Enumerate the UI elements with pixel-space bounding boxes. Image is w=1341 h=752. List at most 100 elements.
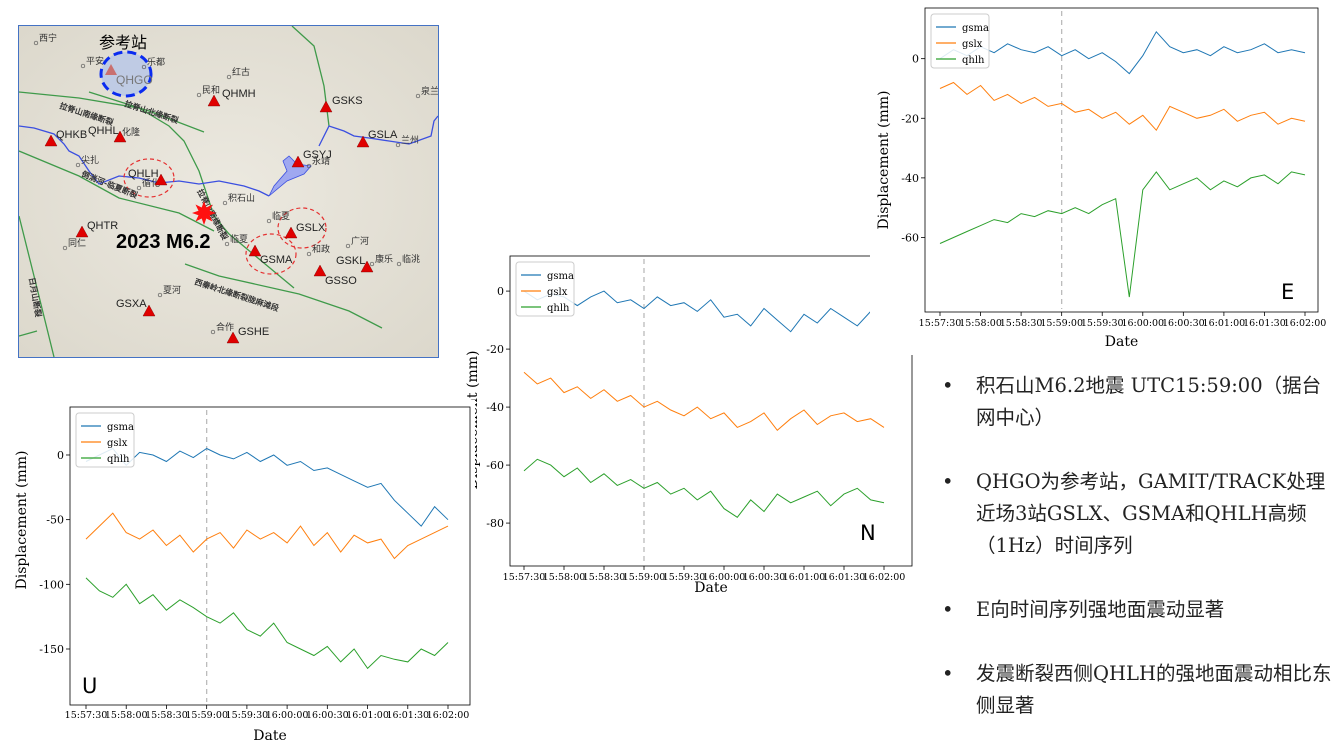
city-marker-icon (157, 292, 163, 298)
city-label: 合作 (216, 321, 234, 333)
station-label: QHGO (116, 73, 153, 87)
x-tick-label: 15:59:00 (623, 572, 666, 583)
chart-up: 0-50-100-15015:57:3015:58:0015:58:3015:5… (0, 400, 475, 750)
y-tick-label: -50 (46, 514, 64, 527)
y-tick-label: -20 (486, 343, 504, 356)
city-marker-icon (210, 329, 216, 335)
city-label: 同仁 (68, 237, 86, 249)
station-triangle-icon (113, 130, 127, 143)
station-triangle-icon (44, 134, 58, 147)
bullet-list: 积石山M6.2地震 UTC15:59:00（据台网中心） QHGO为参考站，GA… (942, 370, 1332, 752)
x-tick-label: 15:58:00 (543, 572, 586, 583)
city-marker-icon (415, 93, 421, 99)
x-tick-label: 15:58:30 (583, 572, 626, 583)
series-line-gsma (939, 30, 1306, 75)
station-label: GSMA (260, 254, 293, 266)
series-line-gslx (85, 512, 449, 560)
city-marker-icon (33, 40, 39, 46)
x-tick-label: 16:02:00 (1284, 318, 1327, 329)
x-tick-label: 15:59:30 (663, 572, 706, 583)
station-triangle-icon (248, 244, 262, 257)
legend-label: gsma (547, 271, 574, 282)
series-line-gsma (85, 447, 449, 527)
x-tick-label: 16:00:00 (703, 572, 746, 583)
x-tick-label: 15:57:30 (65, 710, 108, 721)
x-tick-label: 16:01:30 (823, 572, 866, 583)
series-line-qhlh (85, 577, 449, 670)
city-label: 民和 (202, 85, 220, 96)
station-triangle-icon (226, 331, 240, 344)
station-triangle-icon (360, 260, 374, 273)
station-triangle-icon (105, 64, 117, 75)
city-label: 和政 (312, 243, 330, 255)
terrain-background (19, 26, 438, 357)
city-label: 广河 (351, 235, 369, 247)
x-tick-label: 15:59:00 (185, 710, 228, 721)
legend-label: gslx (547, 287, 568, 298)
epicenter-star-icon (192, 201, 216, 225)
station-triangle-icon (319, 100, 333, 113)
x-tick-label: 15:57:30 (919, 318, 962, 329)
earthquake-label: 2023 M6.2 (116, 231, 211, 253)
y-tick-label: 0 (497, 285, 504, 298)
station-map: 西宁 平安 乐都 红古 泉兰 兰州 化隆 尖扎 循化 永靖 积石山 临夏 临夏 同仁 广河 和政 康乐 临洮 夏河民… (18, 25, 439, 358)
x-tick-label: 15:59:00 (1040, 318, 1083, 329)
city-label: 尖扎 (81, 154, 99, 166)
station-label: QHMH (222, 88, 256, 100)
x-tick-label: 16:00:00 (1121, 318, 1164, 329)
series-line-gslx (939, 81, 1306, 132)
legend-label: gslx (962, 39, 983, 50)
station-label: GSKL (336, 255, 365, 267)
near-field-station-highlight (245, 233, 297, 275)
x-tick-label: 15:58:00 (959, 318, 1002, 329)
x-axis-label: Date (253, 728, 286, 744)
city-label: 康乐 (375, 253, 393, 265)
x-axis-label: Date (694, 580, 727, 596)
city-marker-icon (62, 245, 68, 251)
city-marker-icon (75, 162, 81, 168)
station-triangle-icon (291, 155, 305, 168)
station-triangle-icon (284, 226, 298, 239)
reference-station-label: 参考站 (99, 33, 147, 52)
near-field-station-highlight (123, 158, 175, 198)
city-marker-icon (395, 142, 401, 148)
legend-label: gsma (107, 422, 134, 433)
city-label: 平安 (86, 55, 104, 67)
x-tick-label: 15:59:30 (1081, 318, 1124, 329)
y-tick-label: -60 (486, 459, 504, 472)
station-label: GSXA (116, 298, 147, 310)
series-line-gsma (523, 290, 885, 333)
city-label: 夏河 (163, 284, 181, 296)
city-label: 化隆 (122, 126, 140, 138)
city-label: 循化 (142, 177, 160, 189)
city-marker-icon (80, 63, 86, 69)
city-label: 乐都 (147, 56, 165, 68)
x-tick-label: 15:58:00 (105, 710, 148, 721)
city-marker-icon (224, 241, 230, 247)
bullet-item: E向时间序列强地面震动显著 (942, 594, 1332, 626)
yellow-river (19, 115, 438, 197)
y-tick-label: -40 (901, 172, 919, 185)
city-marker-icon (196, 92, 202, 98)
y-tick-label: 0 (912, 53, 919, 66)
city-label: 临洮 (402, 253, 420, 265)
city-marker-icon (306, 163, 312, 169)
plot-frame (924, 7, 1319, 313)
x-tick-label: 16:01:00 (346, 710, 389, 721)
panel-label-e: E (1281, 280, 1295, 304)
city-marker-icon (266, 218, 272, 224)
x-tick-label: 15:57:30 (503, 572, 546, 583)
station-triangle-icon (75, 225, 89, 238)
x-tick-label: 16:00:00 (266, 710, 309, 721)
station-label: QHTR (87, 220, 118, 232)
x-tick-label: 16:02:00 (427, 710, 470, 721)
x-tick-label: 15:58:30 (1000, 318, 1043, 329)
station-label: GSYJ (303, 149, 332, 161)
station-triangle-icon (313, 264, 327, 277)
panel-label-u: U (82, 674, 98, 698)
station-label: QHHL (88, 125, 119, 137)
station-triangle-icon (356, 135, 370, 148)
station-triangle-icon (142, 304, 156, 317)
station-triangle-icon (154, 173, 168, 186)
